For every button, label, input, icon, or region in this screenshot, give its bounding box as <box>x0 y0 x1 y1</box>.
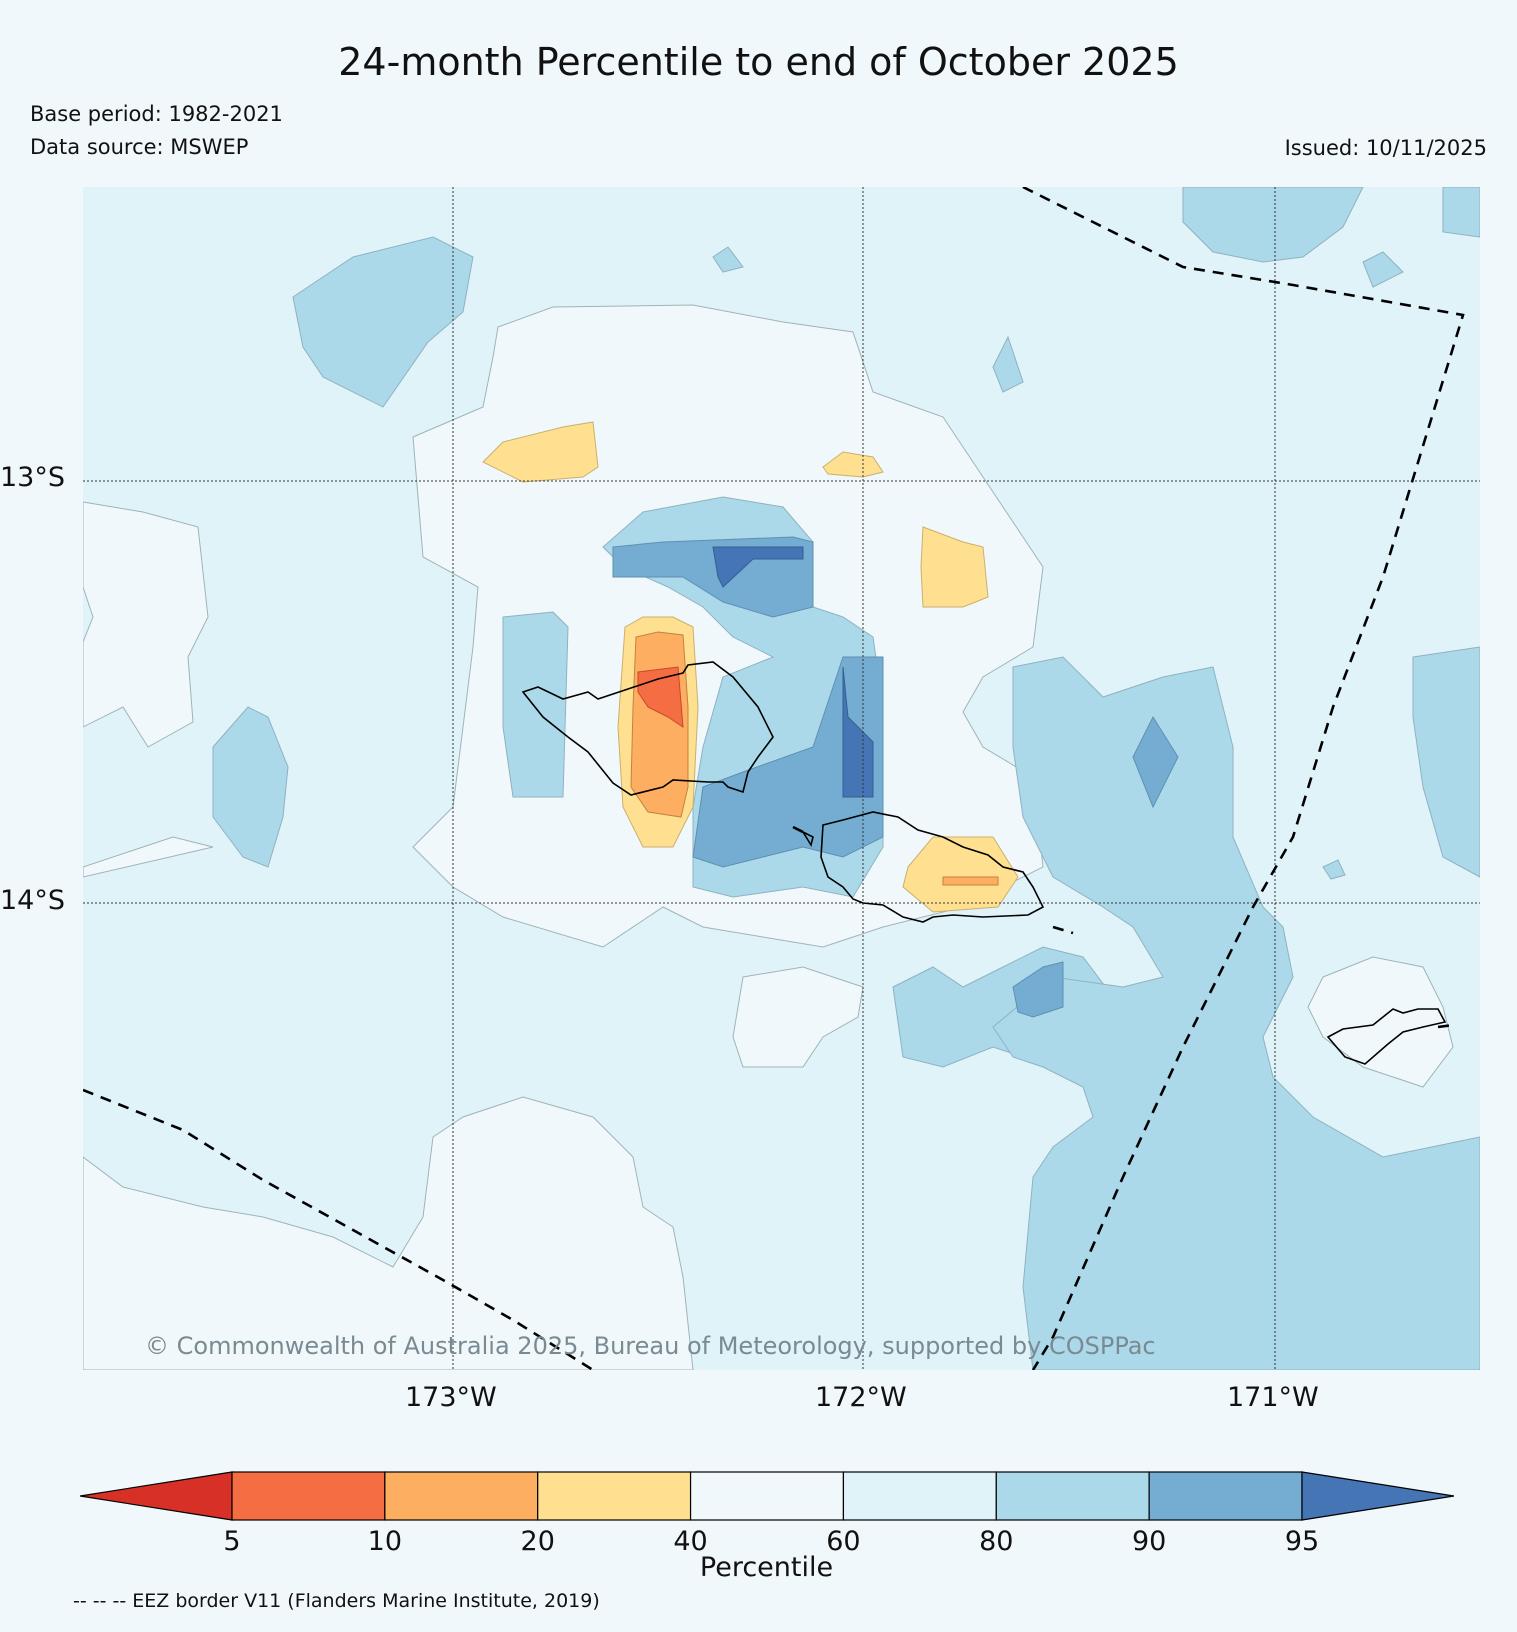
band-95-plus-north <box>712 546 804 588</box>
band-80-90-small-2 <box>992 335 1024 393</box>
band-80-90-west-central <box>502 611 569 798</box>
colorbar-tick-label: 10 <box>367 1526 403 1557</box>
colorbar-segment <box>231 1471 386 1521</box>
eez-border-southwest <box>83 1088 594 1370</box>
band-80-90-regions <box>212 187 1480 1370</box>
band-90-95-east-diamond <box>1132 715 1179 809</box>
percentile-map <box>83 187 1480 1370</box>
band-40-60-east-island <box>1307 956 1454 1088</box>
lon-label-171w: 171°W <box>1227 1382 1319 1413</box>
colorbar-segment <box>1148 1471 1303 1521</box>
band-80-90-northwest <box>292 236 474 408</box>
band-80-90-east-large <box>992 656 1480 1370</box>
colorbar-segment <box>537 1471 692 1521</box>
coastlines <box>521 661 1447 1065</box>
band-95-plus-center <box>842 666 874 798</box>
colorbar-title: Percentile <box>699 1552 834 1583</box>
band-20-40-east-box <box>920 526 989 608</box>
lat-label-13s: 13°S <box>0 462 65 493</box>
colorbar-extend-high <box>1301 1471 1454 1521</box>
colorbar-tick-label: 80 <box>979 1526 1014 1557</box>
band-80-90-ne-corner <box>1442 187 1480 238</box>
band-80-90-small-4 <box>1322 859 1346 880</box>
band-40-60-south-blob <box>732 966 864 1068</box>
colorbar <box>80 1471 1454 1521</box>
colorbar-tick-label: 40 <box>673 1526 708 1557</box>
colorbar-segment <box>842 1471 997 1521</box>
eez-border-upolu-east <box>1052 925 1074 935</box>
band-40-60-southwest <box>83 1096 694 1370</box>
band-90-95-center <box>692 656 884 868</box>
lat-label-14s: 14°S <box>0 885 65 916</box>
base-period-text: Base period: 1982-2021 <box>30 102 283 126</box>
band-10-20-south <box>942 876 999 886</box>
issued-date-text: Issued: 10/11/2025 <box>1284 136 1487 160</box>
lon-label-172w: 172°W <box>815 1382 907 1413</box>
colorbar-segment <box>689 1471 845 1521</box>
copyright-notice: © Commonwealth of Australia 2025, Bureau… <box>145 1332 1156 1360</box>
band-40-60-west <box>83 501 209 748</box>
band-80-90-small-3 <box>1362 251 1404 288</box>
band-80-90-west-blob <box>212 706 289 868</box>
page-title: 24-month Percentile to end of October 20… <box>338 40 1179 84</box>
colorbar-tick-label: 60 <box>826 1526 861 1557</box>
colorbar-tick-label: 20 <box>520 1526 555 1557</box>
band-80-90-northeast <box>1182 187 1364 263</box>
lon-label-173w: 173°W <box>405 1382 497 1413</box>
colorbar-tick-label: 90 <box>1131 1526 1167 1557</box>
eez-border-north <box>1022 187 1465 1370</box>
eez-borders <box>83 187 1465 1370</box>
colorbar-extend-low <box>80 1471 233 1521</box>
band-40-60-west-lower <box>83 836 214 878</box>
colorbar-segment <box>384 1471 539 1521</box>
band-90-95-south <box>1012 961 1064 1018</box>
eez-border-tutuila <box>1437 1023 1454 1029</box>
colorbar-segment <box>995 1471 1150 1521</box>
data-source-text: Data source: MSWEP <box>30 135 249 159</box>
band-20-40-north-right <box>822 451 884 478</box>
eez-footnote: -- -- -- EEZ border V11 (Flanders Marine… <box>73 1590 600 1612</box>
tutuila-coastline <box>1326 1008 1447 1065</box>
band-80-90-small-1 <box>712 246 744 273</box>
map-gridlines <box>83 187 1480 1370</box>
upolu-islet <box>800 830 814 848</box>
colorbar-tick-label: 95 <box>1284 1526 1320 1557</box>
savaii-coastline <box>521 661 774 796</box>
colorbar-tick-label: 5 <box>223 1526 241 1557</box>
eez-border-upolu-west <box>792 825 804 834</box>
band-80-90-east-edge <box>1412 646 1480 878</box>
band-95-plus-regions <box>712 546 874 798</box>
upolu-coastline <box>820 811 1045 923</box>
